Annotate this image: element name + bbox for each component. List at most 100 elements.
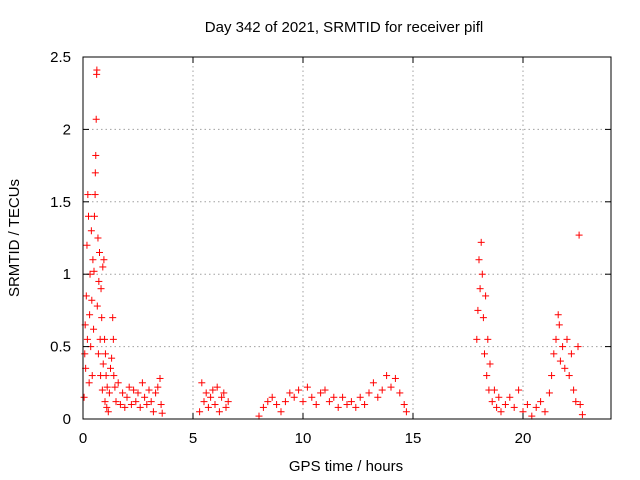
data-point bbox=[570, 386, 578, 394]
data-point bbox=[87, 227, 95, 235]
data-point bbox=[154, 383, 162, 391]
data-point bbox=[317, 389, 325, 397]
data-point bbox=[495, 393, 503, 401]
data-point bbox=[91, 191, 99, 199]
data-point bbox=[559, 343, 567, 351]
x-tick-label: 0 bbox=[79, 430, 87, 447]
data-point bbox=[102, 372, 110, 380]
data-point bbox=[565, 372, 573, 380]
data-point bbox=[365, 389, 373, 397]
data-point bbox=[220, 389, 228, 397]
data-point bbox=[147, 398, 155, 406]
data-point bbox=[555, 321, 563, 329]
data-point bbox=[97, 285, 105, 293]
data-point bbox=[86, 311, 94, 319]
data-point bbox=[98, 386, 106, 394]
grid-layer bbox=[83, 57, 611, 419]
data-point bbox=[157, 401, 165, 409]
data-point bbox=[91, 169, 99, 177]
data-point bbox=[325, 398, 333, 406]
data-point bbox=[215, 408, 223, 416]
data-point bbox=[400, 401, 408, 409]
data-point bbox=[515, 386, 523, 394]
data-point bbox=[218, 393, 226, 401]
data-point bbox=[383, 372, 391, 380]
data-point bbox=[100, 256, 108, 264]
data-point bbox=[108, 354, 116, 362]
data-point bbox=[295, 386, 303, 394]
data-point bbox=[209, 386, 217, 394]
data-point bbox=[481, 350, 488, 358]
data-point bbox=[281, 398, 289, 406]
tick-layer: 0 0.5 1 1.5 2 2.5 0 5 10 15 20 bbox=[50, 49, 611, 447]
x-axis-label: GPS time / hours bbox=[289, 458, 403, 475]
data-point bbox=[158, 409, 166, 417]
data-point bbox=[321, 386, 329, 394]
data-point bbox=[82, 292, 90, 300]
data-point bbox=[532, 403, 540, 411]
data-point bbox=[575, 231, 583, 239]
data-point bbox=[563, 335, 571, 343]
data-point bbox=[198, 379, 206, 387]
data-point bbox=[290, 393, 298, 401]
data-point bbox=[202, 389, 210, 397]
data-point bbox=[286, 389, 294, 397]
data-point bbox=[391, 374, 399, 382]
data-point bbox=[303, 383, 311, 391]
chart-title: Day 342 of 2021, SRMTID for receiver pif… bbox=[205, 19, 483, 36]
y-tick-label: 0 bbox=[63, 411, 71, 428]
data-point bbox=[483, 372, 491, 380]
data-point bbox=[369, 379, 377, 387]
data-point bbox=[501, 401, 509, 409]
data-point bbox=[264, 398, 272, 406]
data-point bbox=[378, 386, 386, 394]
data-point bbox=[134, 389, 142, 397]
data-point bbox=[94, 350, 102, 358]
data-point bbox=[477, 238, 485, 246]
data-point bbox=[347, 398, 355, 406]
data-point bbox=[83, 241, 91, 249]
data-point bbox=[95, 277, 103, 285]
data-point bbox=[96, 248, 103, 256]
data-point bbox=[361, 401, 369, 409]
data-point bbox=[92, 151, 100, 159]
data-point bbox=[259, 403, 267, 411]
data-point bbox=[475, 256, 483, 264]
data-point bbox=[109, 335, 117, 343]
y-tick-label: 0.5 bbox=[50, 339, 71, 356]
data-point bbox=[105, 389, 113, 397]
data-point bbox=[273, 401, 281, 409]
data-point bbox=[484, 335, 492, 343]
data-point bbox=[127, 401, 135, 409]
data-point bbox=[268, 393, 276, 401]
data-point bbox=[109, 314, 117, 322]
data-point bbox=[550, 350, 558, 358]
data-point bbox=[130, 386, 138, 394]
data-point bbox=[478, 270, 486, 278]
data-point bbox=[213, 383, 221, 391]
x-tick-label: 15 bbox=[405, 430, 422, 447]
data-point bbox=[99, 263, 107, 271]
data-point bbox=[334, 403, 342, 411]
data-point bbox=[81, 350, 89, 358]
data-point bbox=[200, 398, 208, 406]
data-point bbox=[356, 393, 364, 401]
data-point bbox=[107, 364, 114, 372]
data-point bbox=[104, 408, 112, 416]
data-point bbox=[83, 335, 91, 343]
data-point bbox=[116, 401, 124, 409]
data-point bbox=[556, 357, 564, 365]
data-point bbox=[92, 115, 100, 123]
data-point bbox=[374, 393, 382, 401]
data-point bbox=[93, 66, 101, 74]
plot-frame bbox=[82, 56, 612, 420]
data-point bbox=[552, 335, 560, 343]
data-point bbox=[561, 364, 569, 372]
data-point bbox=[479, 314, 487, 322]
data-point bbox=[80, 393, 88, 401]
data-point bbox=[330, 393, 338, 401]
data-point bbox=[537, 398, 545, 406]
data-point bbox=[132, 398, 140, 406]
data-point bbox=[387, 383, 395, 391]
